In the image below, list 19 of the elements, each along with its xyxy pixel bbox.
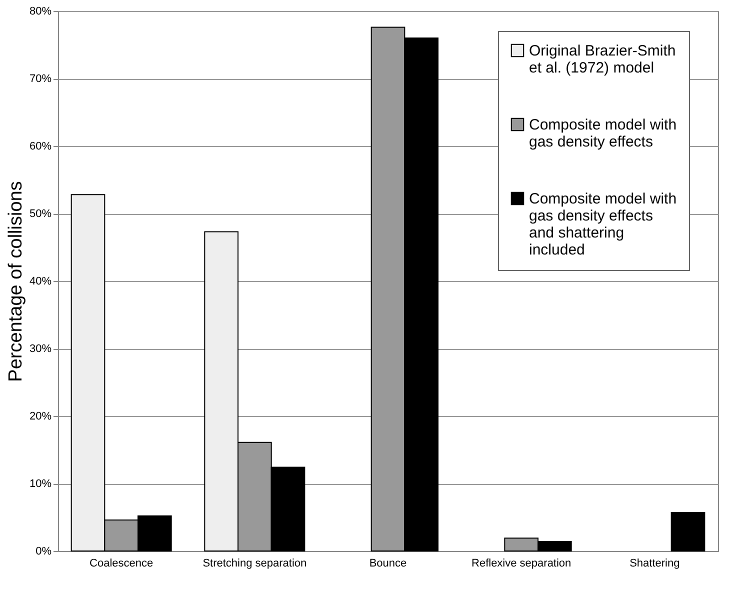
legend-label: Original Brazier-Smith et al. (1972) model [529, 42, 676, 76]
x-tick-label: Bounce [369, 558, 407, 570]
y-tick-label: 0% [36, 546, 52, 558]
y-tick-label: 10% [29, 478, 52, 490]
legend-label: Composite model with gas density effects [529, 116, 677, 150]
y-tick-label: 70% [29, 73, 52, 85]
y-tick-label: 20% [29, 410, 52, 422]
y-tick-label: 80% [29, 6, 52, 18]
y-tick-label: 30% [29, 343, 52, 355]
x-tick-label: Stretching separation [202, 558, 307, 570]
x-tick-label: Reflexive separation [471, 558, 572, 570]
bar [670, 512, 706, 552]
y-tick-label: 50% [29, 208, 52, 220]
y-tick-label: 40% [29, 276, 52, 288]
x-tick-label: Shattering [630, 558, 680, 570]
y-tick-label: 60% [29, 140, 52, 152]
x-tick-label: Coalescence [90, 558, 154, 570]
y-axis-title: Percentage of collisions [5, 181, 26, 382]
legend-label: Composite model with gas density effects and shattering included [529, 190, 677, 258]
